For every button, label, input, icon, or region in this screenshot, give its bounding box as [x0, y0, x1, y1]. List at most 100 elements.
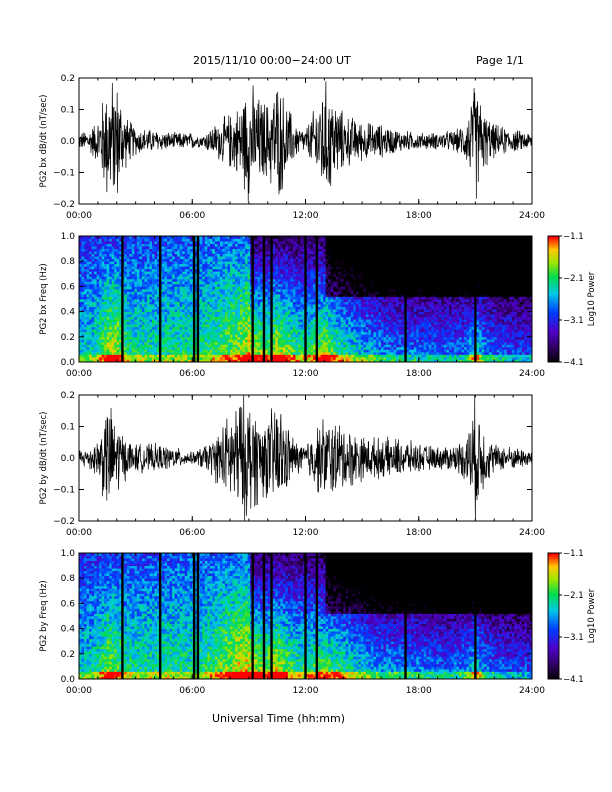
heatmap-cell	[212, 251, 216, 255]
heatmap-cell	[79, 268, 82, 272]
heatmap-cell	[194, 329, 198, 333]
heatmap-cell	[318, 238, 321, 242]
heatmap-cell	[282, 346, 286, 350]
heatmap-cell	[272, 236, 276, 239]
heatmap-cell	[179, 293, 183, 297]
heatmap-cell	[134, 351, 138, 355]
heatmap-cell	[86, 329, 90, 333]
heatmap-cell	[318, 248, 321, 252]
heatmap-cell	[141, 304, 145, 307]
heatmap-cell	[235, 316, 238, 320]
heatmap-cell	[84, 354, 87, 358]
heatmap-cell	[280, 271, 284, 275]
heatmap-cell	[242, 238, 246, 242]
heatmap-cell	[167, 236, 170, 239]
heatmap-cell	[285, 286, 289, 290]
heatmap-cell	[104, 306, 108, 310]
heatmap-cell	[255, 336, 259, 340]
heatmap-cell	[139, 248, 143, 252]
heatmap-cell	[295, 316, 299, 320]
heatmap-cell	[131, 304, 135, 307]
heatmap-cell	[242, 291, 246, 295]
heatmap-cell	[189, 281, 193, 285]
heatmap-cell	[194, 319, 198, 323]
heatmap-cell	[272, 301, 276, 305]
heatmap-cell	[157, 316, 160, 320]
heatmap-cell	[96, 314, 100, 318]
heatmap-cell	[255, 271, 259, 275]
heatmap-cell	[144, 346, 148, 350]
heatmap-cell	[174, 346, 178, 350]
heatmap-cell	[308, 331, 311, 335]
heatmap-cell	[310, 283, 314, 287]
heatmap-cell	[207, 296, 211, 300]
heatmap-cell	[212, 291, 216, 295]
heatmap-cell	[204, 336, 208, 340]
heatmap-cell	[109, 281, 113, 285]
heatmap-cell	[199, 331, 203, 335]
heatmap-cell	[305, 359, 309, 363]
heatmap-cell	[129, 253, 133, 257]
heatmap-cell	[151, 261, 155, 265]
heatmap-cell	[189, 243, 193, 247]
heatmap-cell	[104, 341, 108, 345]
heatmap-cell	[290, 276, 294, 280]
heatmap-cell	[297, 288, 301, 292]
heatmap-cell	[224, 281, 228, 285]
heatmap-cell	[222, 339, 226, 343]
heatmap-cell	[177, 271, 181, 275]
heatmap-cell	[217, 321, 221, 325]
heatmap-cell	[219, 304, 223, 307]
heatmap-cell	[167, 321, 170, 325]
heatmap-cell	[222, 296, 226, 300]
heatmap-cell	[242, 293, 246, 297]
heatmap-cell	[224, 301, 228, 305]
heatmap-cell	[99, 236, 103, 239]
heatmap-cell	[277, 306, 281, 310]
heatmap-cell	[136, 246, 140, 249]
heatmap-cell	[245, 351, 249, 355]
heatmap-cell	[101, 238, 105, 242]
heatmap-cell	[323, 329, 327, 333]
heatmap-cell	[134, 291, 138, 295]
heatmap-cell	[212, 253, 216, 257]
heatmap-cell	[277, 263, 281, 267]
heatmap-cell	[224, 241, 228, 244]
heatmap-cell	[129, 286, 133, 290]
heatmap-cell	[227, 324, 231, 328]
heatmap-cell	[230, 246, 233, 249]
heatmap-cell	[257, 304, 261, 307]
heatmap-cell	[224, 278, 228, 282]
heatmap-cell	[285, 351, 289, 355]
heatmap-cell	[119, 354, 123, 358]
heatmap-cell	[84, 299, 87, 302]
heatmap-cell	[207, 329, 211, 333]
heatmap-cell	[235, 288, 238, 292]
heatmap-cell	[255, 286, 259, 290]
heatmap-cell	[232, 354, 236, 358]
heatmap-cell	[232, 301, 236, 305]
heatmap-cell	[146, 296, 150, 300]
heatmap-cell	[116, 329, 120, 333]
heatmap-cell	[157, 251, 160, 255]
heatmap-cell	[224, 339, 228, 343]
heatmap-cell	[265, 283, 269, 287]
heatmap-cell	[295, 334, 299, 338]
heatmap-cell	[308, 276, 311, 280]
heatmap-cell	[257, 349, 261, 353]
heatmap-cell	[222, 349, 226, 353]
heatmap-cell	[96, 273, 100, 277]
heatmap-cell	[214, 248, 218, 252]
heatmap-cell	[320, 248, 324, 252]
heatmap-cell	[94, 351, 98, 355]
heatmap-cell	[277, 309, 281, 312]
heatmap-cell	[89, 344, 92, 348]
heatmap-cell	[297, 261, 301, 265]
heatmap-cell	[204, 304, 208, 307]
heatmap-cell	[310, 273, 314, 277]
heatmap-cell	[157, 344, 160, 348]
heatmap-cell	[172, 316, 176, 320]
heatmap-cell	[267, 243, 271, 247]
heatmap-cell	[126, 273, 130, 277]
heatmap-cell	[245, 316, 249, 320]
